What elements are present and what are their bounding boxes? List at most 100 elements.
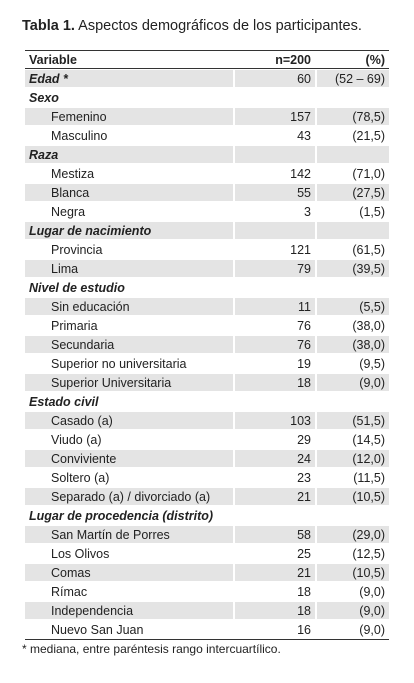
table-cell: 79 bbox=[233, 259, 315, 278]
table-cell: (14,5) bbox=[315, 430, 389, 449]
table-cell: Estado civil bbox=[25, 392, 233, 411]
table-cell: (38,0) bbox=[315, 335, 389, 354]
table-row: Superior no universitaria 19 (9,5) bbox=[25, 354, 389, 373]
table-cell: 25 bbox=[233, 544, 315, 563]
table-cell: 76 bbox=[233, 316, 315, 335]
table-cell: 24 bbox=[233, 449, 315, 468]
table-cell bbox=[233, 221, 315, 240]
table-row: Lima 79 (39,5) bbox=[25, 259, 389, 278]
table-row: Lugar de nacimiento bbox=[25, 221, 389, 240]
table-cell bbox=[315, 392, 389, 411]
table-cell: Lima bbox=[25, 259, 233, 278]
table-row: Nuevo San Juan 16 (9,0) bbox=[25, 620, 389, 639]
table-cell: 18 bbox=[233, 373, 315, 392]
table-row: Secundaria 76 (38,0) bbox=[25, 335, 389, 354]
table-row: Los Olivos 25 (12,5) bbox=[25, 544, 389, 563]
table-cell: 142 bbox=[233, 164, 315, 183]
table-cell: (9,0) bbox=[315, 601, 389, 620]
table-cell bbox=[233, 278, 315, 297]
table-row: Independencia 18 (9,0) bbox=[25, 601, 389, 620]
table-cell: 103 bbox=[233, 411, 315, 430]
table-cell bbox=[233, 506, 315, 525]
table-body: Edad * 60 (52 – 69) Sexo Femenino 157 (78,5) Ma… bbox=[25, 69, 389, 639]
table-row: Soltero (a) 23 (11,5) bbox=[25, 468, 389, 487]
table-cell bbox=[233, 392, 315, 411]
table-cell: Mestiza bbox=[25, 164, 233, 183]
table-cell: (9,0) bbox=[315, 620, 389, 639]
table-cell: 29 bbox=[233, 430, 315, 449]
header-cell: (%) bbox=[315, 51, 389, 69]
table-row: Comas 21 (10,5) bbox=[25, 563, 389, 582]
table-cell: (61,5) bbox=[315, 240, 389, 259]
table-cell: 3 bbox=[233, 202, 315, 221]
table-cell: (12,5) bbox=[315, 544, 389, 563]
table-row: Separado (a) / divorciado (a) 21 (10,5) bbox=[25, 487, 389, 506]
table-cell: (38,0) bbox=[315, 316, 389, 335]
table-row: Nivel de estudio bbox=[25, 278, 389, 297]
table-cell: 76 bbox=[233, 335, 315, 354]
data-table: Variable n=200 (%) Edad * 60 (52 – 69) Sexo… bbox=[25, 50, 389, 640]
table-cell: (9,5) bbox=[315, 354, 389, 373]
table-cell bbox=[315, 88, 389, 107]
caption: Tabla 1. Aspectos demográficos de los pa… bbox=[22, 18, 362, 34]
table-cell: (10,5) bbox=[315, 563, 389, 582]
table-cell bbox=[233, 88, 315, 107]
table-cell: Sexo bbox=[25, 88, 233, 107]
table-cell: 58 bbox=[233, 525, 315, 544]
table-cell: (12,0) bbox=[315, 449, 389, 468]
table-cell: 121 bbox=[233, 240, 315, 259]
table-row: San Martín de Porres 58 (29,0) bbox=[25, 525, 389, 544]
table-cell: 60 bbox=[233, 69, 315, 88]
table-cell: Lugar de nacimiento bbox=[25, 221, 233, 240]
table-cell: (51,5) bbox=[315, 411, 389, 430]
table-cell: Edad * bbox=[25, 69, 233, 88]
table-cell: (29,0) bbox=[315, 525, 389, 544]
table-cell: Nivel de estudio bbox=[25, 278, 233, 297]
table-cell: Conviviente bbox=[25, 449, 233, 468]
table-cell: Separado (a) / divorciado (a) bbox=[25, 487, 233, 506]
table-row: Raza bbox=[25, 145, 389, 164]
table-row: Rímac 18 (9,0) bbox=[25, 582, 389, 601]
table-cell bbox=[315, 145, 389, 164]
table-cell: Raza bbox=[25, 145, 233, 164]
table-cell: (5,5) bbox=[315, 297, 389, 316]
table-row: Casado (a) 103 (51,5) bbox=[25, 411, 389, 430]
table-row: Blanca 55 (27,5) bbox=[25, 183, 389, 202]
table-cell: Casado (a) bbox=[25, 411, 233, 430]
caption-text: Aspectos demográficos de los participant… bbox=[78, 18, 362, 34]
table-cell: Viudo (a) bbox=[25, 430, 233, 449]
table-cell: 55 bbox=[233, 183, 315, 202]
table-cell: (78,5) bbox=[315, 107, 389, 126]
table-cell: Nuevo San Juan bbox=[25, 620, 233, 639]
table-row: Primaria 76 (38,0) bbox=[25, 316, 389, 335]
table-cell bbox=[233, 145, 315, 164]
table-cell: Blanca bbox=[25, 183, 233, 202]
table-cell: 18 bbox=[233, 601, 315, 620]
table-cell bbox=[315, 221, 389, 240]
table-row: Superior Universitaria 18 (9,0) bbox=[25, 373, 389, 392]
header-cell: n=200 bbox=[233, 51, 315, 69]
table-cell: 43 bbox=[233, 126, 315, 145]
table-row: Viudo (a) 29 (14,5) bbox=[25, 430, 389, 449]
table-cell: 18 bbox=[233, 582, 315, 601]
table-cell: (39,5) bbox=[315, 259, 389, 278]
table-cell: Independencia bbox=[25, 601, 233, 620]
table-cell: 23 bbox=[233, 468, 315, 487]
table-cell: Sin educación bbox=[25, 297, 233, 316]
table-cell: Comas bbox=[25, 563, 233, 582]
table-cell bbox=[315, 506, 389, 525]
table-row: Edad * 60 (52 – 69) bbox=[25, 69, 389, 88]
caption-label: Tabla 1. bbox=[22, 18, 75, 34]
table-cell: 21 bbox=[233, 487, 315, 506]
header-row: Variable n=200 (%) bbox=[25, 51, 389, 69]
table-cell: Superior Universitaria bbox=[25, 373, 233, 392]
table-row: Lugar de procedencia (distrito) bbox=[25, 506, 389, 525]
table-row: Sexo bbox=[25, 88, 389, 107]
table-cell: 11 bbox=[233, 297, 315, 316]
table-cell: Negra bbox=[25, 202, 233, 221]
table-cell: 19 bbox=[233, 354, 315, 373]
table-cell bbox=[315, 278, 389, 297]
table-cell: Los Olivos bbox=[25, 544, 233, 563]
table-cell: 16 bbox=[233, 620, 315, 639]
table-cell: (10,5) bbox=[315, 487, 389, 506]
